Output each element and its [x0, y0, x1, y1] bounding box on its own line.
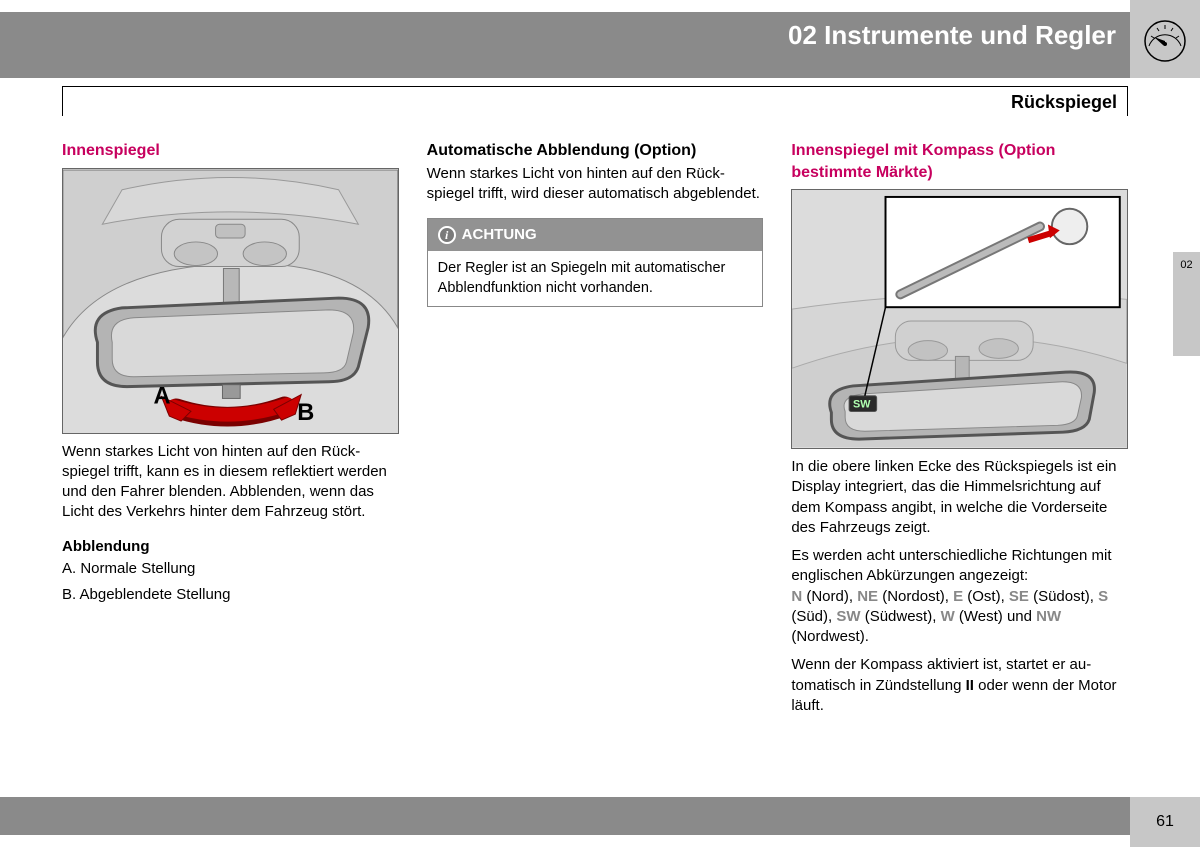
direction-abbr: E — [953, 588, 963, 605]
side-tab-label: 02 — [1180, 258, 1192, 273]
direction-abbr: S — [1098, 588, 1108, 605]
notice-achtung-body: Der Regler ist an Spiegeln mit automati­… — [428, 251, 763, 306]
section-title: Rückspiegel — [1011, 90, 1117, 114]
page-number-box: 61 — [1130, 797, 1200, 847]
page-number: 61 — [1156, 811, 1174, 833]
para-auto-dimming: Wenn starkes Licht von hinten auf den Rü… — [427, 164, 764, 205]
direction-abbr: N — [791, 588, 802, 605]
chapter-title: 02 Instrumente und Regler — [788, 18, 1116, 53]
direction-name: (West) und — [955, 608, 1036, 625]
info-icon: i — [438, 226, 456, 244]
figure-mirror-dimming: A B — [62, 168, 399, 434]
dir-pretext: Es werden acht unterschiedliche Richtung… — [791, 547, 1111, 584]
para-directions: Es werden acht unterschiedliche Richtung… — [791, 546, 1128, 647]
column-2: Automatische Abblendung (Option) Wenn st… — [427, 140, 764, 716]
heading-compass: Innenspiegel mit Kompass (Option bestimm… — [791, 140, 1128, 183]
footer-bar — [0, 797, 1200, 835]
direction-abbr: SE — [1009, 588, 1029, 605]
direction-name: (Südwest), — [861, 608, 941, 625]
direction-abbr: W — [941, 608, 955, 625]
svg-text:A: A — [154, 383, 171, 409]
column-1: Innenspiegel — [62, 140, 399, 716]
direction-name: (Süd), — [791, 608, 836, 625]
item-position-a: A. Normale Stellung — [62, 559, 399, 579]
column-3: Innenspiegel mit Kompass (Option bestimm… — [791, 140, 1128, 716]
figure-mirror-compass: SW — [791, 189, 1128, 449]
direction-abbr: NW — [1036, 608, 1061, 625]
svg-text:B: B — [297, 400, 314, 426]
para-mirror-intro: Wenn starkes Licht von hinten auf den Rü… — [62, 442, 399, 523]
act-bold: II — [966, 677, 974, 694]
gauge-icon — [1142, 18, 1188, 64]
notice-achtung-box: i ACHTUNG Der Regler ist an Spiegeln mit… — [427, 218, 764, 307]
direction-name: (Südost), — [1029, 588, 1098, 605]
notice-achtung-title: ACHTUNG — [462, 225, 537, 245]
direction-abbr: SW — [836, 608, 860, 625]
side-chapter-tab: 02 — [1173, 252, 1200, 356]
subhead-abblendung: Abblendung — [62, 537, 399, 557]
direction-abbr: NE — [857, 588, 878, 605]
section-title-box: Rückspiegel — [62, 86, 1128, 116]
item-position-b: B. Abgeblendete Stellung — [62, 585, 399, 605]
para-compass-intro: In die obere linken Ecke des Rückspiegel… — [791, 457, 1128, 538]
direction-name: (Nord), — [802, 588, 857, 605]
direction-name: (Nordwest). — [791, 628, 869, 645]
svg-text:SW: SW — [853, 399, 871, 411]
direction-name: (Ost), — [963, 588, 1009, 605]
direction-name: (Nordost), — [878, 588, 953, 605]
para-compass-activation: Wenn der Kompass aktiviert ist, startet … — [791, 655, 1128, 716]
content-columns: Innenspiegel — [62, 140, 1128, 716]
notice-achtung-head: i ACHTUNG — [428, 219, 763, 251]
heading-innenspiegel: Innenspiegel — [62, 140, 399, 162]
heading-auto-dimming: Automatische Abblendung (Option) — [427, 140, 764, 162]
